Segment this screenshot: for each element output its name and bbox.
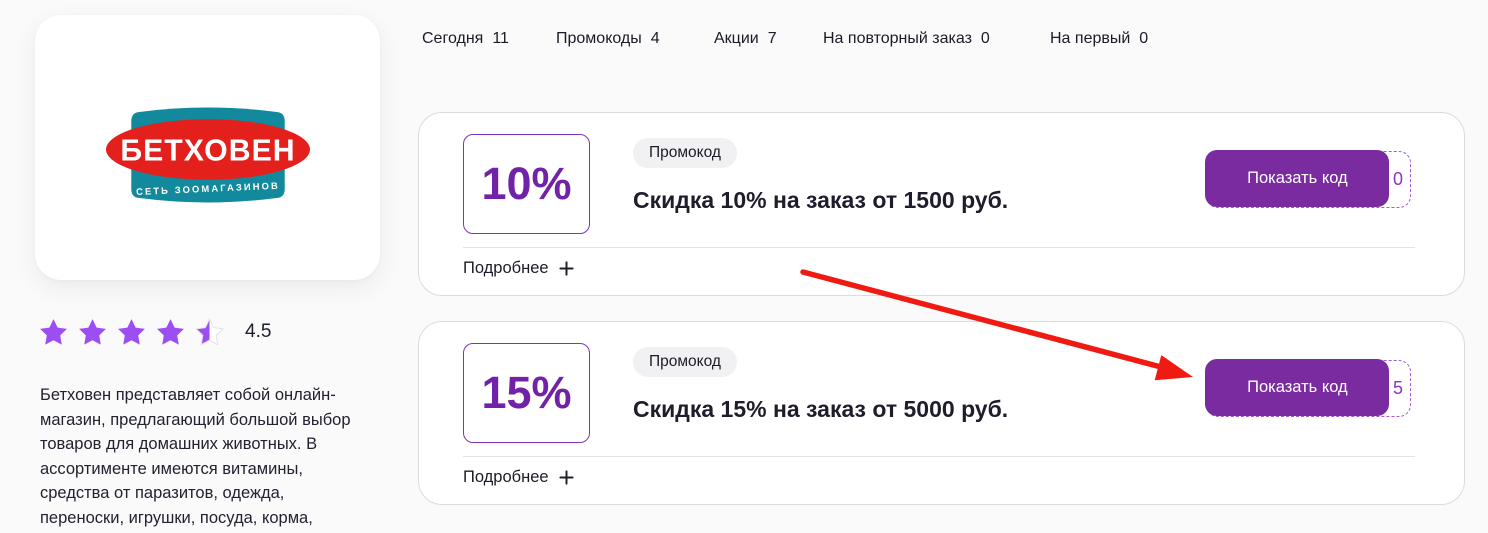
tab-count: 0 <box>1139 30 1149 47</box>
divider <box>463 247 1415 248</box>
star-icon-full <box>157 318 184 345</box>
tab-label: На первый <box>1050 30 1131 47</box>
details-label: Подробнее <box>463 259 549 277</box>
tab-repeat-order[interactable]: На повторный заказ 0 <box>823 30 990 48</box>
tab-label: Акции <box>714 30 759 47</box>
details-toggle[interactable]: Подробнее <box>463 468 574 487</box>
brand-logo-card: БЕТХОВЕН СЕТЬ ЗООМАГАЗИНОВ <box>35 15 380 280</box>
rating: 4.5 <box>38 314 271 350</box>
tab-label: Промокоды <box>556 30 642 47</box>
brand-logo: БЕТХОВЕН СЕТЬ ЗООМАГАЗИНОВ <box>105 107 310 202</box>
brand-description: Бетховен представляет собой онлайн- мага… <box>40 386 351 527</box>
coupon-title: Скидка 15% на заказ от 5000 руб. <box>633 396 1009 422</box>
star-icon-full <box>118 318 145 345</box>
tab-first-order[interactable]: На первый 0 <box>1050 30 1148 48</box>
coupon-card: 15% Промокод Скидка 15% на заказ от 5000… <box>418 321 1465 505</box>
code-reveal-widget[interactable]: 5 Показать код <box>1205 359 1411 417</box>
plus-icon <box>559 470 574 485</box>
coupon-card: 10% Промокод Скидка 10% на заказ от 1500… <box>418 112 1465 296</box>
discount-badge: 15% <box>463 343 590 443</box>
tab-count: 11 <box>492 30 509 47</box>
show-code-button[interactable]: Показать код <box>1205 359 1390 417</box>
tab-count: 4 <box>650 30 660 47</box>
details-toggle[interactable]: Подробнее <box>463 259 574 278</box>
tab-today[interactable]: Сегодня 11 <box>422 30 509 48</box>
coupon-type-badge: Промокод <box>633 347 737 377</box>
tab-count: 7 <box>767 30 777 47</box>
tab-promotions[interactable]: Акции 7 <box>714 30 777 48</box>
tab-label: Сегодня <box>422 30 484 47</box>
discount-badge: 10% <box>463 134 590 234</box>
details-label: Подробнее <box>463 468 549 486</box>
plus-icon <box>559 261 574 276</box>
show-code-button[interactable]: Показать код <box>1205 150 1390 208</box>
star-icon-half <box>194 317 225 346</box>
star-icon-full <box>40 318 67 345</box>
logo-red-ellipse <box>105 118 310 180</box>
code-reveal-widget[interactable]: 0 Показать код <box>1205 150 1411 208</box>
coupon-type-badge: Промокод <box>633 138 737 168</box>
coupon-title: Скидка 10% на заказ от 1500 руб. <box>633 187 1009 213</box>
divider <box>463 456 1415 457</box>
logo-title: БЕТХОВЕН <box>120 134 295 167</box>
tab-promocodes[interactable]: Промокоды 4 <box>556 30 660 48</box>
star-icon-full <box>79 318 106 345</box>
code-peek: 0 <box>1392 169 1403 189</box>
code-peek: 5 <box>1392 378 1403 398</box>
rating-value: 4.5 <box>245 321 272 342</box>
tab-count: 0 <box>980 30 990 47</box>
tab-label: На повторный заказ <box>823 30 972 47</box>
